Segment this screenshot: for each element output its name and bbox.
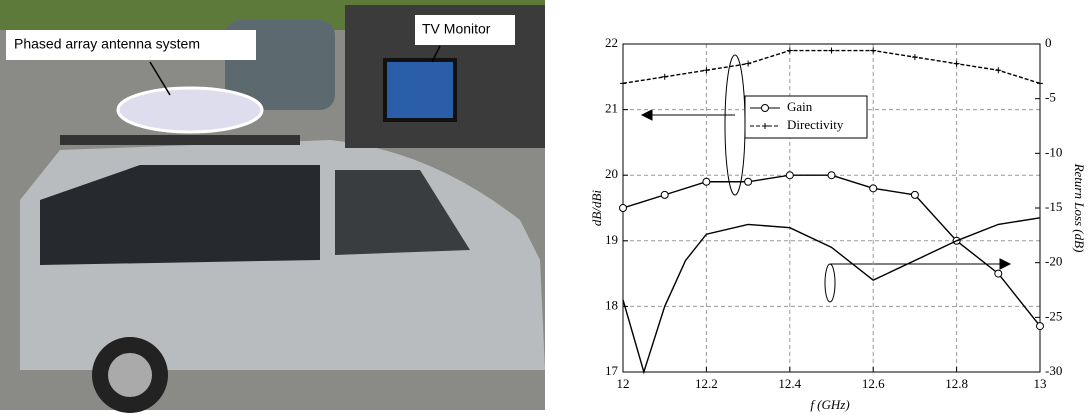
point bbox=[994, 269, 1003, 278]
y2-tick-label: -25 bbox=[1045, 308, 1062, 323]
y-axis-label: dB/dBi bbox=[589, 190, 604, 226]
y-tick-label: 20 bbox=[605, 166, 618, 181]
point bbox=[828, 47, 835, 54]
arrow-head bbox=[640, 109, 653, 121]
photo: Phased array antenna system TV Monitor bbox=[0, 0, 545, 413]
point bbox=[1037, 80, 1043, 87]
point bbox=[620, 80, 626, 87]
x-tick-label: 13 bbox=[1034, 376, 1047, 391]
y-tick-label: 18 bbox=[605, 297, 618, 312]
antenna bbox=[116, 86, 264, 134]
y-tick-label: 21 bbox=[605, 101, 618, 116]
roof-rack bbox=[60, 135, 300, 145]
point bbox=[744, 177, 753, 186]
label-box bbox=[415, 15, 515, 45]
annotation-ellipse bbox=[824, 263, 836, 303]
point bbox=[910, 190, 919, 199]
van-window bbox=[40, 165, 320, 265]
legend-marker bbox=[762, 123, 768, 129]
x-axis-label: f (GHz) bbox=[810, 397, 849, 412]
pointer bbox=[431, 45, 441, 63]
point bbox=[785, 171, 794, 180]
pointer bbox=[149, 61, 171, 96]
point bbox=[911, 54, 918, 61]
point bbox=[869, 184, 878, 193]
y-tick-label: 17 bbox=[605, 363, 619, 378]
point bbox=[1036, 322, 1044, 331]
y-tick-label: 22 bbox=[605, 35, 618, 50]
series-line bbox=[622, 49, 1041, 85]
hubcap bbox=[108, 353, 152, 397]
point bbox=[619, 204, 627, 212]
annotation-ellipse bbox=[724, 54, 746, 196]
point bbox=[660, 190, 669, 199]
x-tick-label: 12.4 bbox=[778, 376, 801, 391]
y-tick-label: 19 bbox=[605, 232, 618, 247]
annotations bbox=[640, 54, 1012, 303]
label-box bbox=[6, 30, 256, 60]
y2-axis-label: Return Loss (dB) bbox=[1072, 163, 1087, 253]
point bbox=[953, 60, 960, 67]
series-line bbox=[622, 174, 1041, 327]
legend-marker bbox=[761, 104, 769, 112]
point bbox=[661, 73, 668, 80]
van-window bbox=[335, 170, 470, 255]
photo-label: Phased array antenna system bbox=[14, 36, 200, 52]
y2-tick-label: -5 bbox=[1045, 90, 1056, 105]
x-tick-label: 12 bbox=[617, 376, 630, 391]
point bbox=[702, 177, 711, 186]
y2-tick-label: -20 bbox=[1045, 254, 1062, 269]
x-tick-label: 12.2 bbox=[695, 376, 718, 391]
point bbox=[703, 67, 710, 74]
series-line bbox=[622, 217, 1041, 375]
point bbox=[995, 67, 1002, 74]
y2-tick-label: -30 bbox=[1045, 363, 1062, 378]
y2-tick-label: -15 bbox=[1045, 199, 1062, 214]
point bbox=[786, 47, 793, 54]
x-tick-label: 12.6 bbox=[862, 376, 885, 391]
point bbox=[870, 47, 877, 54]
point bbox=[745, 60, 752, 67]
plot-frame bbox=[622, 43, 1041, 373]
legend bbox=[744, 95, 868, 139]
legend-label: Directivity bbox=[787, 117, 844, 132]
arrow-head bbox=[999, 258, 1012, 270]
tv-monitor bbox=[383, 58, 457, 122]
y2-tick-label: 0 bbox=[1045, 35, 1052, 50]
photo-label: TV Monitor bbox=[422, 21, 491, 37]
y2-tick-label: -10 bbox=[1045, 144, 1062, 159]
legend-label: Gain bbox=[787, 99, 813, 114]
point bbox=[827, 171, 836, 180]
x-tick-label: 12.8 bbox=[945, 376, 968, 391]
